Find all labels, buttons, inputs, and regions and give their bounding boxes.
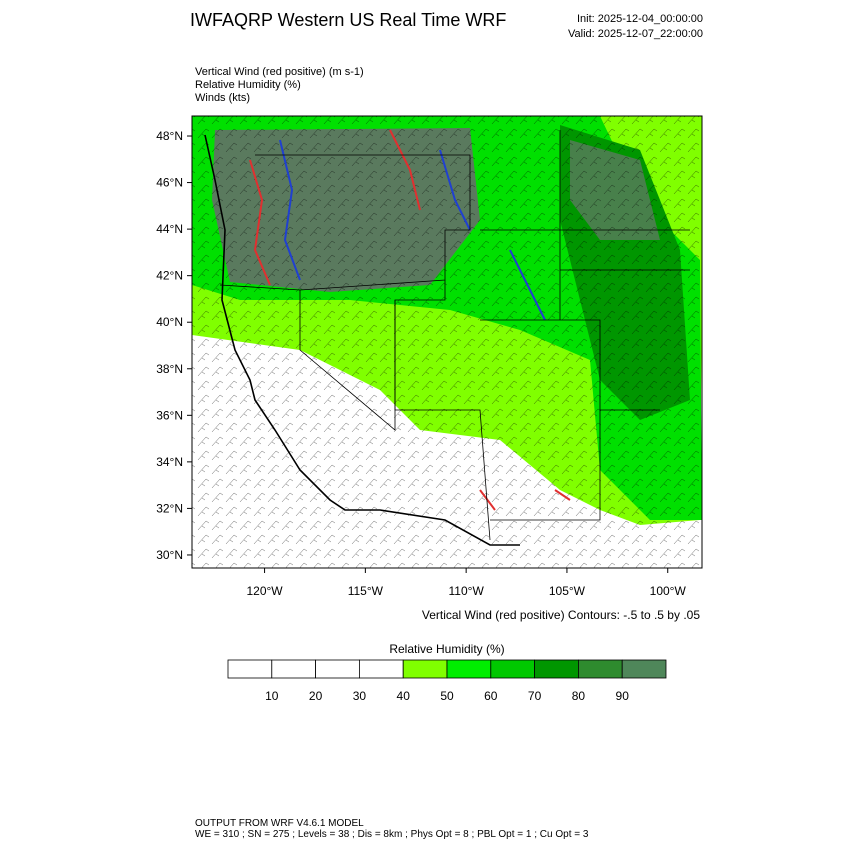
colorbar-label: 80 [572, 689, 586, 703]
lon-tick-label: 105°W [549, 584, 586, 598]
lon-tick-label: 100°W [650, 584, 687, 598]
field-label: Relative Humidity (%) [195, 79, 301, 91]
colorbar-label: 50 [440, 689, 454, 703]
field-label: Vertical Wind (red positive) (m s-1) [195, 66, 364, 78]
colorbar-title: Relative Humidity (%) [389, 642, 504, 656]
lat-tick-label: 34°N [156, 455, 183, 469]
colorbar-label: 20 [309, 689, 323, 703]
colorbar-label: 30 [353, 689, 367, 703]
lat-tick-label: 32°N [156, 501, 183, 515]
colorbar-box [315, 659, 360, 679]
lat-tick-label: 30°N [156, 548, 183, 562]
colorbar-box [621, 659, 667, 679]
lat-tick-label: 36°N [156, 408, 183, 422]
colorbar: 10 20 30 40 50 60 70 80 90 [227, 659, 667, 703]
colorbar-box [490, 659, 535, 679]
footer-line: OUTPUT FROM WRF V4.6.1 MODEL [195, 818, 364, 829]
lat-tick-label: 48°N [156, 129, 183, 143]
colorbar-box [271, 659, 316, 679]
colorbar-box [534, 659, 579, 679]
colorbar-box [402, 659, 448, 679]
footer-line: WE = 310 ; SN = 275 ; Levels = 38 ; Dis … [195, 829, 589, 840]
colorbar-label: 90 [616, 689, 630, 703]
colorbar-box [227, 659, 273, 679]
colorbar-label: 40 [397, 689, 411, 703]
lat-tick-label: 46°N [156, 176, 183, 190]
lon-tick-label: 110°W [449, 584, 485, 598]
lon-tick-label: 120°W [246, 584, 283, 598]
colorbar-label: 70 [528, 689, 542, 703]
colorbar-box [358, 659, 404, 679]
lon-tick-label: 115°W [348, 584, 384, 598]
title: IWFAQRP Western US Real Time WRF [190, 10, 506, 30]
init-time: Init: 2025-12-04_00:00:00 [577, 13, 703, 25]
valid-time: Valid: 2025-12-07_22:00:00 [568, 28, 703, 40]
colorbar-box [446, 659, 492, 679]
colorbar-label: 60 [484, 689, 498, 703]
field-label: Winds (kts) [195, 92, 250, 104]
lat-tick-label: 42°N [156, 269, 183, 283]
colorbar-label: 10 [265, 689, 279, 703]
colorbar-box [578, 659, 623, 679]
map-field [192, 116, 702, 568]
map-ticks: 48°N 46°N 44°N 42°N 40°N 38°N 36°N 34°N 32°N 30°N… [156, 129, 686, 598]
contour-note: Vertical Wind (red positive) Contours: -… [422, 608, 700, 622]
lat-tick-label: 38°N [156, 362, 183, 376]
map-frame [191, 115, 703, 569]
lat-tick-label: 40°N [156, 315, 183, 329]
lat-tick-label: 44°N [156, 222, 183, 236]
